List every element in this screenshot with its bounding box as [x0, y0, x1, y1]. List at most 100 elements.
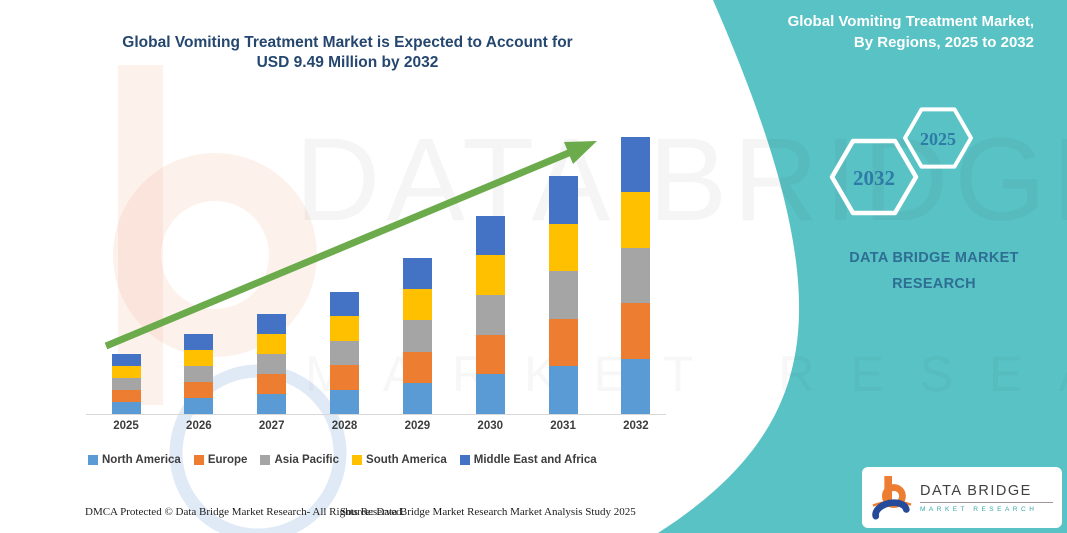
x-axis-line	[86, 414, 666, 415]
bar-segment-middle-east-and-africa-2028	[330, 291, 360, 316]
legend-label-north-america: North America	[102, 454, 181, 466]
bar-segment-middle-east-and-africa-2025	[111, 354, 141, 366]
bar-segment-middle-east-and-africa-2030	[475, 215, 505, 256]
bar-segment-north-america-2026	[184, 397, 214, 414]
x-axis-labels: 2025 2026 2027 2028 2029 2030 2031 2032	[90, 420, 672, 432]
side-panel-brand-line1: DATA BRIDGE MARKET	[849, 250, 1019, 266]
bar-column-2031	[527, 176, 599, 414]
bar-segment-south-america-2028	[330, 316, 360, 341]
databridge-logo-card: DATA BRIDGE MARKET RESEARCH	[862, 467, 1062, 528]
legend-swatch-north-america	[88, 455, 98, 465]
legend-item-europe: Europe	[193, 454, 248, 466]
bar-segment-middle-east-and-africa-2032	[621, 136, 651, 192]
bar-segment-asia-pacific-2028	[330, 340, 360, 365]
hexagon-year-2032: 2032	[853, 166, 895, 190]
bar-segment-south-america-2031	[548, 223, 578, 272]
bar-segment-asia-pacific-2030	[475, 294, 505, 335]
bar-segment-asia-pacific-2027	[257, 353, 287, 374]
legend-item-middle-east-and-africa: Middle East and Africa	[459, 454, 597, 466]
bar-segment-south-america-2026	[184, 349, 214, 366]
stacked-bar-2028	[330, 291, 360, 414]
databridge-logo-icon	[872, 475, 912, 519]
side-panel-title-line1: Global Vomiting Treatment Market,	[787, 13, 1034, 30]
bar-segment-europe-2029	[402, 351, 432, 383]
side-panel-title-line2: By Regions, 2025 to 2032	[853, 34, 1034, 51]
bar-segment-north-america-2032	[621, 358, 651, 414]
hexagon-years-graphic: 2032 2025	[829, 107, 973, 216]
bar-column-2029	[381, 258, 453, 414]
bar-segment-north-america-2028	[330, 389, 360, 414]
stacked-bar-2027	[257, 313, 287, 414]
bar-chart-plot-area	[90, 124, 672, 414]
bar-segment-europe-2032	[621, 303, 651, 359]
stacked-bar-2029	[402, 258, 432, 414]
legend-item-north-america: North America	[88, 454, 181, 466]
bar-segment-asia-pacific-2029	[402, 320, 432, 352]
x-axis-label-2028: 2028	[331, 420, 358, 432]
stacked-bar-2031	[548, 176, 578, 414]
bar-segment-south-america-2030	[475, 255, 505, 295]
side-panel-brand: DATA BRIDGE MARKET RESEARCH	[828, 245, 1040, 297]
legend-swatch-europe	[193, 455, 204, 465]
legend-label-middle-east-and-africa: Middle East and Africa	[473, 454, 597, 466]
hexagon-2032	[829, 138, 919, 216]
bar-column-2030	[454, 215, 526, 414]
stacked-bar-2032	[621, 136, 651, 414]
chart-title-line2: USD 9.49 Million by 2032	[256, 54, 439, 71]
legend-item-south-america: South America	[352, 454, 447, 466]
logo-card-subtitle: MARKET RESEARCH	[920, 505, 1038, 513]
bar-segment-europe-2027	[257, 373, 287, 394]
bar-segment-europe-2025	[111, 390, 141, 402]
bar-column-2032	[600, 136, 672, 414]
footer-dmca-text: DMCA Protected © Data Bridge Market Rese…	[85, 506, 405, 518]
bar-segment-north-america-2031	[548, 366, 578, 414]
bar-segment-europe-2028	[330, 365, 360, 390]
chart-title-line1: Global Vomiting Treatment Market is Expe…	[122, 34, 573, 51]
bar-column-2028	[309, 291, 381, 414]
bar-segment-middle-east-and-africa-2029	[402, 258, 432, 290]
bar-segment-north-america-2029	[402, 382, 432, 414]
bar-segment-south-america-2032	[621, 192, 651, 248]
bar-segment-south-america-2027	[257, 333, 287, 354]
x-axis-label-2027: 2027	[258, 420, 285, 432]
x-axis-label-2032: 2032	[623, 420, 649, 432]
legend-swatch-middle-east-and-africa	[459, 455, 470, 465]
bar-segment-europe-2030	[475, 334, 505, 375]
hexagon-2025	[903, 107, 973, 169]
bar-segment-south-america-2025	[111, 366, 141, 378]
bar-column-2027	[236, 313, 308, 414]
side-panel-brand-line2: RESEARCH	[892, 276, 976, 292]
bar-segment-north-america-2025	[111, 402, 141, 414]
stacked-bar-2025	[111, 354, 141, 414]
bar-segment-north-america-2030	[475, 374, 505, 414]
bar-column-2026	[163, 333, 235, 414]
chart-legend: North America Europe Asia Pacific South Ame…	[88, 454, 597, 466]
legend-swatch-south-america	[352, 455, 363, 465]
x-axis-label-2025: 2025	[113, 420, 139, 432]
x-axis-label-2026: 2026	[186, 420, 212, 432]
legend-label-south-america: South America	[366, 454, 447, 466]
legend-swatch-asia-pacific	[260, 455, 271, 465]
x-axis-label-2031: 2031	[550, 420, 576, 432]
side-panel-title: Global Vomiting Treatment Market, By Reg…	[788, 11, 1034, 53]
x-axis-label-2029: 2029	[404, 420, 431, 432]
bar-segment-europe-2031	[548, 318, 578, 367]
bar-column-2025	[90, 354, 162, 414]
bar-segment-asia-pacific-2031	[548, 271, 578, 319]
footer-source-text: Source: Data Bridge Market Research Mark…	[340, 506, 636, 518]
bar-segment-asia-pacific-2026	[184, 365, 214, 382]
bar-segment-asia-pacific-2025	[111, 378, 141, 390]
bar-segment-south-america-2029	[402, 289, 432, 321]
databridge-logo-text: DATA BRIDGE MARKET RESEARCH	[920, 483, 1053, 513]
bar-segment-asia-pacific-2032	[621, 247, 651, 303]
bar-segment-middle-east-and-africa-2031	[548, 176, 578, 224]
stacked-bar-2030	[475, 215, 505, 414]
logo-card-name: DATA BRIDGE	[920, 483, 1053, 503]
bar-segment-north-america-2027	[257, 393, 287, 414]
x-axis-label-2030: 2030	[477, 420, 504, 432]
bar-segment-middle-east-and-africa-2026	[184, 333, 214, 350]
bar-segment-middle-east-and-africa-2027	[257, 313, 287, 334]
legend-label-europe: Europe	[207, 454, 248, 466]
